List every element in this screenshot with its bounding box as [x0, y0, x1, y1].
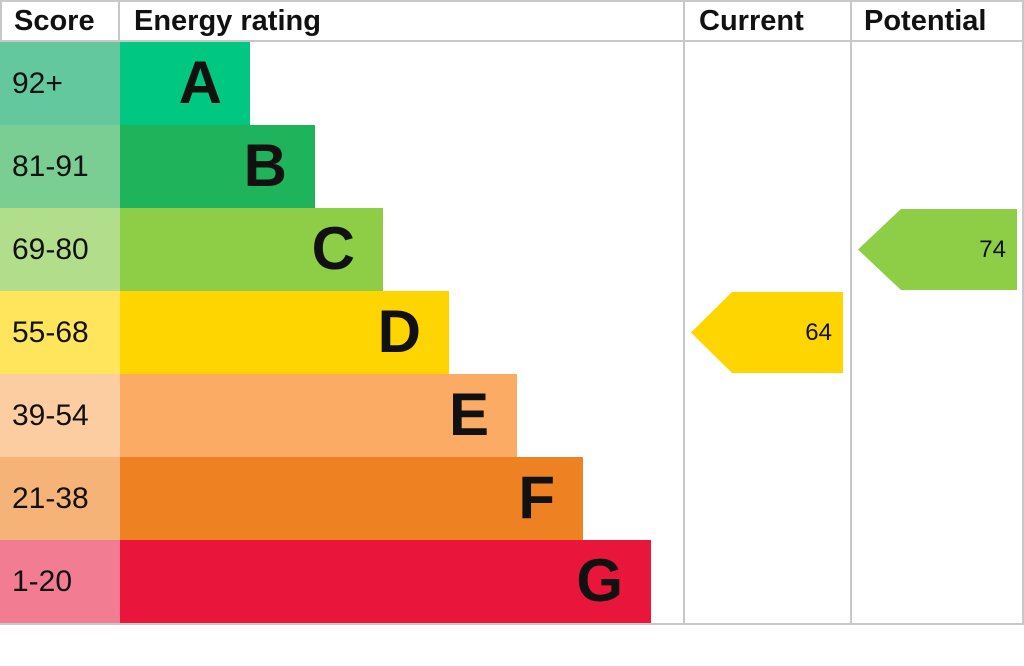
band-score-range: 1-20: [0, 540, 120, 623]
table-header: Score Energy rating Current Potential: [0, 0, 1024, 42]
band-bar-e: E: [120, 374, 517, 457]
band-rows: 92+ A 81-91 B 69-80 C 55-68 D 39-54 E 21…: [0, 42, 1024, 623]
divider-current-column: [683, 0, 685, 625]
band-score-range: 69-80: [0, 208, 120, 291]
band-bar-f: F: [120, 457, 583, 540]
band-row-c: 69-80 C: [0, 208, 1024, 291]
band-row-g: 1-20 G: [0, 540, 1024, 623]
band-bar-c: C: [120, 208, 383, 291]
divider-bottom: [0, 623, 1024, 625]
band-row-d: 55-68 D: [0, 291, 1024, 374]
header-current: Current: [699, 4, 804, 37]
potential-arrow: 74: [858, 209, 1017, 290]
band-row-a: 92+ A: [0, 42, 1024, 125]
current-value: 64: [805, 318, 832, 346]
band-bar-d: D: [120, 291, 449, 374]
band-bar-a: A: [120, 42, 250, 125]
header-score: Score: [0, 2, 120, 40]
band-score-range: 92+: [0, 42, 120, 125]
band-bar-g: G: [120, 540, 651, 623]
band-bar-b: B: [120, 125, 315, 208]
band-row-e: 39-54 E: [0, 374, 1024, 457]
header-energy-rating: Energy rating: [134, 4, 321, 37]
band-row-b: 81-91 B: [0, 125, 1024, 208]
potential-value: 74: [979, 235, 1006, 263]
band-score-range: 55-68: [0, 291, 120, 374]
band-score-range: 39-54: [0, 374, 120, 457]
band-score-range: 21-38: [0, 457, 120, 540]
band-row-f: 21-38 F: [0, 457, 1024, 540]
header-potential: Potential: [864, 4, 987, 37]
divider-right-edge: [1022, 0, 1024, 625]
divider-potential-column: [850, 0, 852, 625]
band-score-range: 81-91: [0, 125, 120, 208]
